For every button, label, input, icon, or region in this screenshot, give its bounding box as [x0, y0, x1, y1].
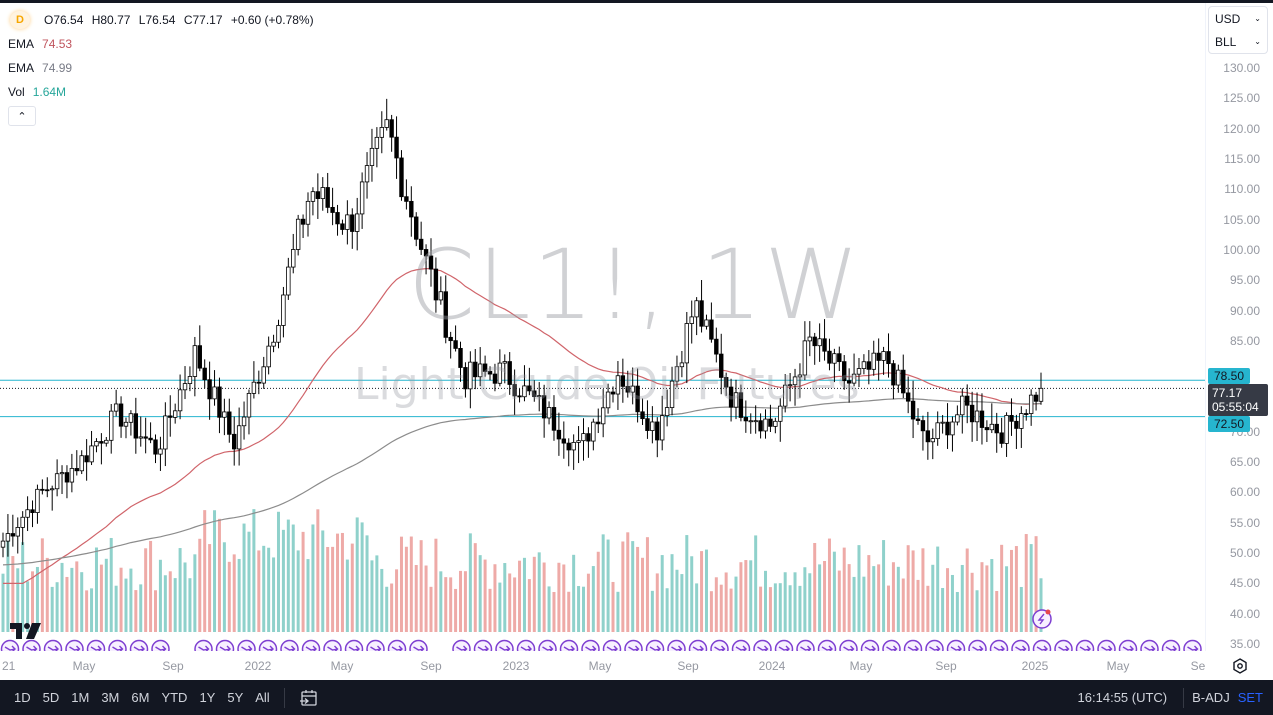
calendar-goto-icon — [299, 689, 317, 706]
time-tick: Se — [1190, 659, 1206, 673]
range-1y[interactable]: 1Y — [199, 690, 216, 705]
low-value: L76.54 — [138, 13, 176, 27]
price-tick: 55.00 — [1229, 515, 1260, 530]
unit-select[interactable]: BLL ⌄ — [1209, 30, 1267, 53]
price-tick: 100.00 — [1223, 242, 1260, 257]
volume-label: Vol — [8, 85, 25, 99]
currency-unit-selector[interactable]: USD ⌄ BLL ⌄ — [1208, 6, 1268, 54]
separator — [1183, 687, 1185, 708]
range-1m[interactable]: 1M — [71, 690, 90, 705]
time-tick: Sep — [935, 659, 957, 673]
tradingview-logo[interactable] — [10, 622, 42, 645]
time-tick: Sep — [420, 659, 442, 673]
legend: D O76.54 H80.77 L76.54 C77.17 +0.60 (+0.… — [8, 8, 319, 126]
chevron-down-icon: ⌄ — [1254, 37, 1261, 46]
indicator-ema-slow[interactable]: EMA 74.99 — [8, 56, 319, 80]
time-tick: 21 — [1, 659, 16, 673]
range-6m[interactable]: 6M — [131, 690, 150, 705]
time-tick: Sep — [162, 659, 184, 673]
range-1d[interactable]: 1D — [14, 690, 31, 705]
chevron-up-icon: ⌃ — [17, 110, 27, 123]
bar-countdown: 05:55:04 — [1212, 400, 1259, 414]
ema-slow-value: 74.99 — [42, 61, 73, 75]
collapse-legend-button[interactable]: ⌃ — [8, 106, 36, 126]
currency-value: USD — [1215, 11, 1241, 26]
gear-icon — [1233, 658, 1247, 674]
price-tick: 65.00 — [1229, 455, 1260, 470]
range-all[interactable]: All — [255, 690, 270, 705]
ema-fast-value: 74.53 — [42, 37, 73, 51]
bottom-toolbar: 1D 5D 1M 3M 6M YTD 1Y 5Y All 16:14:55 (UTC) B-AD… — [0, 680, 1273, 715]
currency-select[interactable]: USD ⌄ — [1209, 7, 1267, 30]
open-value: O76.54 — [44, 13, 84, 27]
back-adjustment-toggle[interactable]: B-ADJ — [1192, 690, 1230, 705]
tradingview-logo-icon — [10, 623, 41, 639]
range-ytd[interactable]: YTD — [161, 690, 188, 705]
separator — [283, 687, 285, 708]
time-tick: 2022 — [244, 659, 272, 673]
time-tick: Sep — [677, 659, 699, 673]
indicator-ema-fast[interactable]: EMA 74.53 — [8, 32, 319, 56]
ema-slow-label: EMA — [8, 61, 35, 75]
ema-fast-label: EMA — [8, 37, 35, 51]
market-status-badge[interactable]: D — [10, 11, 30, 29]
time-tick: May — [849, 659, 873, 673]
ohlc-row: D O76.54 H80.77 L76.54 C77.17 +0.60 (+0.… — [8, 8, 319, 32]
time-tick: May — [1106, 659, 1130, 673]
time-axis[interactable]: 21 May Sep 2022 May Sep 2023 May Sep 2024 May Sep 20… — [0, 651, 1205, 680]
time-tick: May — [72, 659, 96, 673]
price-tick: 35.00 — [1229, 637, 1260, 651]
last-price-value: 77.17 — [1212, 386, 1243, 400]
price-tick: 85.00 — [1229, 333, 1260, 348]
price-tick: 120.00 — [1223, 121, 1260, 136]
indicator-volume[interactable]: Vol 1.64M — [8, 80, 319, 104]
price-tick: 110.00 — [1224, 182, 1260, 197]
time-tick: May — [588, 659, 612, 673]
range-5d[interactable]: 5D — [42, 690, 60, 705]
close-value: C77.17 — [183, 13, 223, 27]
bottom-right-group: 16:14:55 (UTC) B-ADJ SET — [1078, 680, 1273, 715]
time-tick: 2025 — [1021, 659, 1049, 673]
price-tick: 50.00 — [1229, 546, 1260, 561]
price-tick: 90.00 — [1229, 303, 1260, 318]
time-tick: 2024 — [758, 659, 786, 673]
time-tick: May — [330, 659, 354, 673]
price-tick: 60.00 — [1229, 485, 1260, 500]
top-border — [0, 0, 1273, 3]
range-3m[interactable]: 3M — [101, 690, 120, 705]
range-5y[interactable]: 5Y — [227, 690, 244, 705]
last-price-label: 77.17 05:55:04 — [1208, 384, 1268, 416]
utc-clock[interactable]: 16:14:55 (UTC) — [1077, 690, 1168, 705]
price-axis[interactable]: 130.00 125.00 120.00 115.00 110.00 105.00 100.… — [1205, 3, 1273, 651]
price-tick: 95.00 — [1229, 273, 1260, 288]
price-tick: 115.00 — [1224, 151, 1260, 166]
volume-value: 1.64M — [32, 85, 67, 99]
price-tick: 105.00 — [1223, 212, 1260, 227]
hline-label-lower: 72.50 — [1208, 416, 1250, 432]
goto-date-button[interactable] — [293, 688, 325, 708]
price-tick: 125.00 — [1223, 91, 1260, 106]
price-tick: 40.00 — [1229, 606, 1260, 621]
chart-settings-button[interactable] — [1230, 656, 1250, 676]
date-range-group: 1D 5D 1M 3M 6M YTD 1Y 5Y All — [0, 690, 276, 705]
candlestick-chart[interactable] — [0, 3, 1205, 651]
time-tick: 2023 — [502, 659, 530, 673]
hline-label-upper: 78.50 — [1208, 368, 1250, 384]
price-tick: 130.00 — [1223, 61, 1260, 75]
high-value: H80.77 — [91, 13, 131, 27]
change-value: +0.60 (+0.78%) — [230, 13, 314, 27]
price-tick: 45.00 — [1229, 576, 1260, 591]
session-toggle[interactable]: SET — [1237, 690, 1263, 705]
chevron-down-icon: ⌄ — [1254, 14, 1261, 23]
unit-value: BLL — [1215, 34, 1237, 49]
